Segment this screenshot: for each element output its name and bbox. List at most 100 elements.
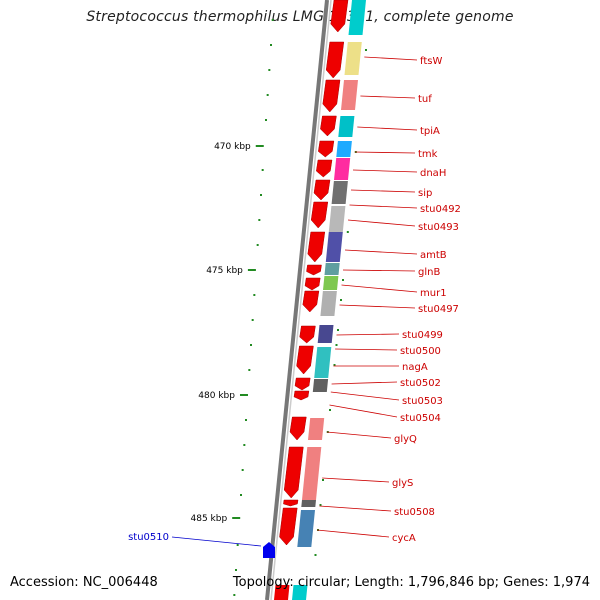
genome-title: Streptococcus thermophilus LMG 18311, co… bbox=[86, 9, 514, 25]
gene-arrow bbox=[299, 325, 316, 344]
gene-label-leader bbox=[322, 477, 390, 483]
minor-tick-mark bbox=[245, 419, 247, 421]
gene-label-leader bbox=[357, 126, 418, 131]
minor-tick-mark bbox=[329, 409, 331, 411]
cog-category-block bbox=[323, 276, 339, 290]
kbp-tick-layer: 470 kbp 475 kbp 480 kbp 485 kbp bbox=[191, 19, 367, 596]
cog-category-block bbox=[336, 141, 352, 157]
gene-label: stu0497 bbox=[418, 304, 459, 315]
gene-label: glyS bbox=[392, 478, 413, 489]
gene-label: dnaH bbox=[420, 168, 446, 179]
cog-category-block bbox=[297, 510, 315, 547]
gene-label: tmk bbox=[418, 149, 438, 160]
reverse-gene-label: stu0510 bbox=[128, 532, 169, 543]
cog-category-block bbox=[331, 181, 348, 204]
minor-tick-mark bbox=[236, 544, 239, 546]
cog-category-block bbox=[308, 418, 325, 440]
gene-arrow bbox=[330, 0, 349, 33]
gene-arrow bbox=[294, 377, 311, 391]
gene-arrow bbox=[307, 231, 326, 263]
cog-category-block bbox=[325, 232, 343, 262]
gene-label-leader bbox=[319, 505, 392, 512]
minor-tick-mark bbox=[258, 219, 261, 221]
minor-tick-mark bbox=[271, 19, 274, 21]
gene-label-leader bbox=[329, 404, 398, 418]
cog-track bbox=[292, 0, 366, 600]
cog-category-block bbox=[324, 263, 340, 275]
gene-label: stu0499 bbox=[402, 330, 443, 341]
kbp-tick-label: 480 kbp bbox=[198, 391, 235, 401]
cog-category-block bbox=[302, 447, 322, 500]
gene-label-leader bbox=[360, 95, 416, 99]
cog-category-block bbox=[320, 291, 337, 316]
minor-tick-mark bbox=[314, 554, 317, 556]
gene-label: nagA bbox=[402, 362, 428, 373]
gene-label-leader bbox=[339, 304, 416, 309]
minor-tick-mark bbox=[337, 329, 339, 331]
gene-label: stu0492 bbox=[420, 204, 461, 215]
gene-arrow bbox=[310, 201, 329, 229]
minor-tick-mark bbox=[256, 244, 259, 246]
gene-label-leader bbox=[349, 204, 418, 209]
cog-category-block bbox=[334, 158, 351, 180]
minor-tick-mark bbox=[251, 319, 254, 321]
minor-tick-mark bbox=[248, 369, 251, 371]
gene-arrow bbox=[318, 140, 335, 158]
gene-label-leader bbox=[331, 381, 398, 385]
gene-label: ftsW bbox=[420, 56, 442, 67]
accession-text: Accession: NC_006448 bbox=[10, 575, 158, 590]
gene-label-leader bbox=[347, 219, 416, 227]
minor-tick-mark bbox=[261, 169, 264, 171]
gene-label-leader bbox=[341, 284, 418, 293]
cog-category-block bbox=[348, 0, 366, 35]
cog-category-block bbox=[301, 500, 316, 507]
minor-tick-mark bbox=[243, 444, 246, 446]
backbone-line bbox=[265, 0, 329, 600]
gene-arrow bbox=[325, 41, 345, 79]
minor-tick-mark bbox=[233, 594, 236, 596]
gene-label: stu0493 bbox=[418, 222, 459, 233]
minor-tick-mark bbox=[335, 344, 338, 346]
minor-tick-mark bbox=[342, 279, 344, 281]
gene-label: stu0504 bbox=[400, 413, 441, 424]
minor-tick-mark bbox=[319, 504, 322, 506]
reverse-gene-arrow bbox=[263, 542, 275, 558]
gene-label-leader bbox=[335, 348, 398, 351]
kbp-tick-label: 485 kbp bbox=[191, 514, 228, 524]
cog-category-block bbox=[317, 325, 334, 343]
major-tick-mark bbox=[247, 269, 256, 271]
gene-label-leader bbox=[342, 269, 416, 272]
cog-category-block bbox=[341, 80, 358, 110]
major-tick-mark bbox=[239, 394, 248, 396]
gene-label: stu0500 bbox=[400, 346, 441, 357]
gene-track bbox=[263, 0, 349, 600]
minor-tick-mark bbox=[235, 569, 237, 571]
gene-arrow bbox=[322, 79, 341, 113]
major-tick-mark bbox=[255, 145, 264, 147]
minor-tick-mark bbox=[266, 94, 269, 96]
minor-tick-mark bbox=[365, 49, 367, 51]
gene-label-leader bbox=[326, 431, 392, 439]
gene-label-leader bbox=[352, 169, 418, 173]
minor-tick-mark bbox=[240, 494, 242, 496]
gene-arrow bbox=[313, 179, 331, 201]
gene-label: glyQ bbox=[394, 434, 417, 445]
cog-category-block bbox=[328, 206, 346, 232]
gene-label-leader bbox=[330, 391, 400, 401]
minor-tick-mark bbox=[346, 231, 349, 233]
minor-tick-mark bbox=[340, 299, 342, 301]
backbone-layer bbox=[265, 0, 332, 600]
kbp-tick-label: 475 kbp bbox=[206, 266, 243, 276]
minor-tick-mark bbox=[322, 479, 324, 481]
cog-category-block bbox=[312, 379, 329, 392]
cog-category-block bbox=[292, 585, 308, 600]
gene-label: mur1 bbox=[420, 288, 447, 299]
minor-tick-mark bbox=[241, 469, 244, 471]
minor-tick-mark bbox=[270, 44, 272, 46]
gene-label-layer: ftsW tuf tpiA tmk dnaH sip stu0492 stu0493 amtB g… bbox=[128, 56, 461, 547]
gene-arrow bbox=[316, 159, 333, 178]
gene-arrow bbox=[279, 507, 298, 546]
cog-category-block bbox=[344, 42, 362, 75]
gene-label-leader bbox=[350, 189, 416, 193]
